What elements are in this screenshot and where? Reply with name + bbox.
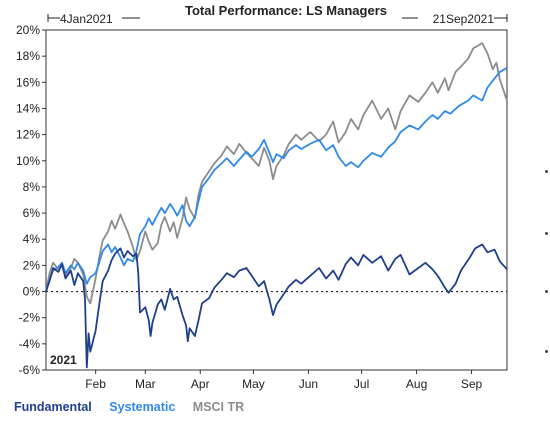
y-tick-label: 16% [16, 75, 40, 89]
y-tick-label: 18% [16, 49, 40, 63]
y-tick-label: 10% [16, 154, 40, 168]
x-axis: Feb Mar Apr May Jun Jul Aug Sep [85, 370, 483, 391]
y-tick-label: 12% [16, 128, 40, 142]
y-tick-marks [42, 29, 46, 371]
x-tick-label: Jul [354, 377, 369, 391]
y-tick-label: 6% [23, 206, 41, 220]
series-msci-tr-line [45, 42, 508, 305]
x-tick-label: Aug [406, 377, 427, 391]
y-tick-label: 2% [23, 258, 41, 272]
side-dot [545, 290, 548, 293]
year-label: 2021 [50, 353, 77, 367]
x-tick-label: Jun [299, 377, 318, 391]
y-tick-label: -2% [19, 311, 41, 325]
x-tick-label: Apr [191, 377, 210, 391]
date-range-end-label: 21Sep2021 [433, 12, 495, 26]
x-tick-label: Sep [461, 377, 483, 391]
x-tick-label: May [242, 377, 265, 391]
chart-title: Total Performance: LS Managers [185, 3, 387, 18]
y-tick-label: 8% [23, 180, 41, 194]
y-tick-label: 14% [16, 101, 40, 115]
plot-border [45, 29, 508, 371]
y-tick-label: 4% [23, 232, 41, 246]
series-systematic-line [45, 67, 508, 292]
legend: Fundamental Systematic MSCI TR [14, 400, 258, 414]
legend-item-msci-tr: MSCI TR [192, 400, 245, 414]
series-fundamental-line [45, 243, 508, 369]
legend-item-systematic: Systematic [109, 400, 176, 414]
y-axis: 20% 18% 16% 14% 12% 10% 8% 6% 4% 2% 0% -2% -4% -6% [16, 23, 40, 377]
date-range-start: 4Jan2021 [47, 12, 140, 26]
legend-item-fundamental: Fundamental [14, 400, 92, 414]
plot-frame [45, 29, 508, 371]
x-tick-label: Mar [135, 377, 156, 391]
series-layer [45, 42, 508, 369]
side-dot [545, 232, 548, 235]
y-tick-label: -4% [19, 337, 41, 351]
side-dots [545, 150, 550, 370]
side-dot [545, 170, 548, 173]
y-tick-label: -6% [19, 363, 41, 377]
x-tick-label: Feb [85, 377, 106, 391]
date-range-start-label: 4Jan2021 [60, 12, 113, 26]
date-range-end: 21Sep2021 [402, 12, 508, 26]
side-dot [545, 350, 548, 353]
y-tick-label: 0% [23, 285, 41, 299]
y-tick-label: 20% [16, 23, 40, 37]
